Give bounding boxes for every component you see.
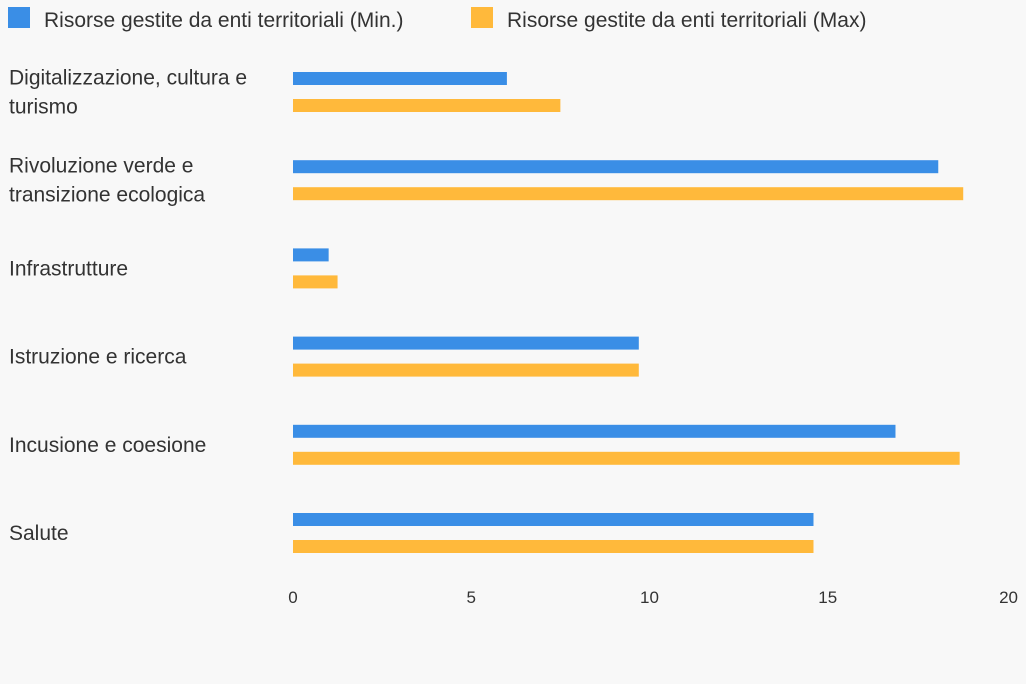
category-label: Incusione e coesione — [9, 434, 206, 457]
legend-swatch — [8, 7, 30, 28]
category-label-line: Istruzione e ricerca — [9, 346, 187, 369]
bar-max[interactable] — [293, 99, 561, 112]
bar-max[interactable] — [293, 187, 964, 201]
legend-label: Risorse gestite da enti territoriali (Mi… — [44, 9, 403, 32]
category-label-line: Infrastrutture — [9, 257, 128, 280]
bar-min[interactable] — [293, 424, 896, 438]
category-label-line: Rivoluzione verde e — [9, 155, 193, 178]
x-tick-label: 10 — [640, 588, 659, 607]
category-label: Infrastrutture — [9, 257, 128, 280]
bar-min[interactable] — [293, 160, 939, 174]
category-label: Rivoluzione verde e transizione ecologica — [9, 155, 205, 207]
category-label-line: transizione ecologica — [9, 184, 205, 207]
legend-item[interactable]: Risorse gestite da enti territoriali (Ma… — [471, 7, 866, 32]
bar-max[interactable] — [293, 275, 338, 289]
category-label-line: turismo — [9, 96, 78, 119]
legend-label: Risorse gestite da enti territoriali (Ma… — [507, 9, 866, 32]
category-label-line: Salute — [9, 522, 69, 545]
x-tick-label: 5 — [467, 588, 476, 607]
category-label: Salute — [9, 522, 69, 545]
category-label-line: Digitalizzazione, cultura e — [9, 67, 247, 90]
bar-min[interactable] — [293, 336, 639, 350]
x-axis-ticks: 0 5 10 15 20 — [288, 588, 1018, 607]
category-label-line: Incusione e coesione — [9, 434, 206, 457]
bar-max[interactable] — [293, 540, 814, 553]
legend: Risorse gestite da enti territoriali (Mi… — [8, 7, 866, 32]
bar-min[interactable] — [293, 72, 507, 85]
x-tick-label: 20 — [999, 588, 1018, 607]
bars — [293, 72, 964, 553]
legend-swatch — [471, 7, 493, 28]
bar-min[interactable] — [293, 513, 814, 526]
category-label: Digitalizzazione, cultura e turismo — [9, 67, 247, 119]
bar-min[interactable] — [293, 248, 329, 262]
x-tick-label: 15 — [818, 588, 837, 607]
legend-item[interactable]: Risorse gestite da enti territoriali (Mi… — [8, 7, 403, 32]
x-tick-label: 0 — [288, 588, 297, 607]
bar-max[interactable] — [293, 363, 639, 377]
category-labels: Digitalizzazione, cultura e turismo Rivolu… — [9, 67, 247, 546]
bar-max[interactable] — [293, 451, 960, 465]
category-label: Istruzione e ricerca — [9, 346, 187, 369]
